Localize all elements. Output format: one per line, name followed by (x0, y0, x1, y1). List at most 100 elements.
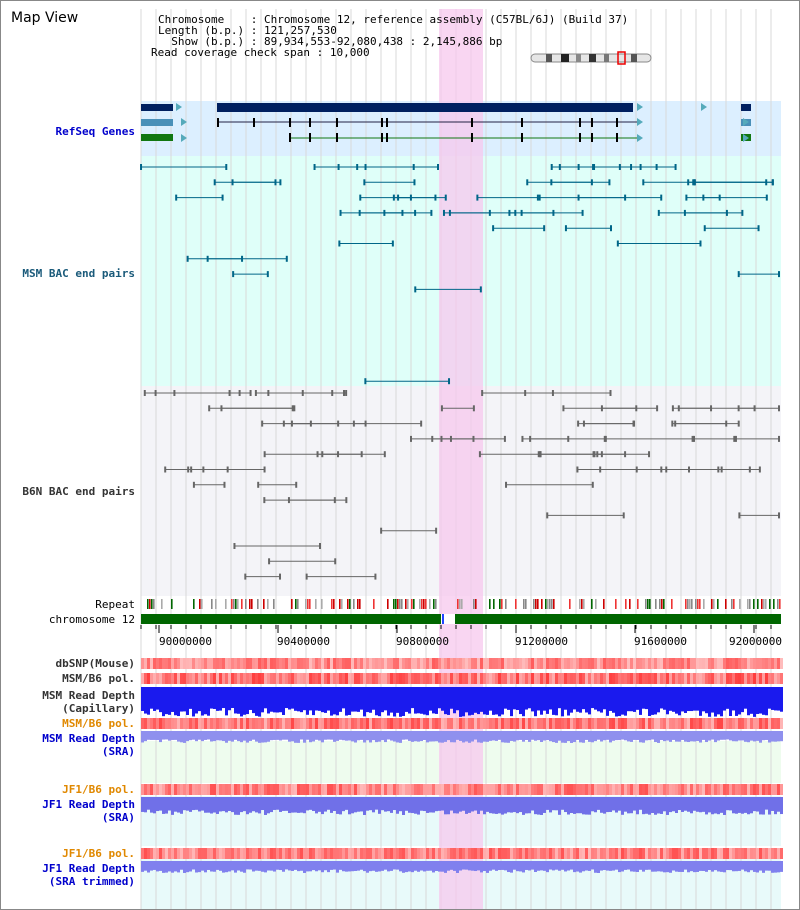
repeat-mark (703, 599, 705, 609)
msm-depth-capillary-label[interactable]: MSM Read Depth (42, 689, 135, 702)
msm-pol-sra-heat-cell (252, 718, 255, 729)
jf1-depth-trim-bar (333, 861, 336, 870)
jf1-depth-sra-bar (501, 797, 504, 815)
msm-depth-sra-bar (369, 731, 372, 743)
jf1-pol-trim-heat-cell (591, 848, 594, 859)
msm-pol-heat-cell (534, 673, 537, 684)
jf1-depth-sra-bar (756, 797, 759, 812)
jf1-depth-sra-label[interactable]: JF1 Read Depth (42, 798, 135, 811)
jf1-pol-trim-heat-cell (546, 848, 549, 859)
msm-pol-heat-cell (330, 673, 333, 684)
jf1-pol-heat-cell (396, 784, 399, 795)
jf1-pol-heat-cell (228, 784, 231, 795)
msm-pol-heat-cell (195, 673, 198, 684)
repeat-mark (699, 599, 701, 609)
chromosome-gap-marker (442, 614, 444, 624)
jf1-pol-heat-cell (408, 784, 411, 795)
jf1-depth-trim-bar (249, 861, 252, 870)
msm-depth-sra-bar (762, 731, 765, 741)
msm-pol-sra-heat-cell (564, 718, 567, 729)
jf1-depth-trim-bar (357, 861, 360, 871)
msm-pol-sra-heat-cell (726, 718, 729, 729)
dbsnp-heat-cell (345, 658, 348, 669)
msm-pol-heat-cell (363, 673, 366, 684)
msm-depth-sra-bar (489, 731, 492, 741)
jf1-pol-heat-cell (282, 784, 285, 795)
jf1-depth-trim-bar (159, 861, 162, 871)
jf1-depth-sra-bar (519, 797, 522, 813)
msm-pol-sra-heat-cell (696, 718, 699, 729)
repeat-mark (457, 599, 459, 609)
msm-depth-cap-bar (531, 687, 534, 712)
msm-pol-heat-cell (183, 673, 186, 684)
msm-bac-label[interactable]: MSM BAC end pairs (22, 267, 135, 280)
jf1-depth-trim-bar (720, 861, 723, 872)
refseq-exon (521, 133, 523, 142)
jf1-b6-pol-label[interactable]: JF1/B6 pol. (62, 783, 135, 796)
msm-depth-cap-bar (681, 687, 684, 712)
dbsnp-heat-cell (699, 658, 702, 669)
msm-pol-sra-heat-cell (468, 718, 471, 729)
jf1-pol-heat-cell (669, 784, 672, 795)
dbsnp-heat-cell (435, 658, 438, 669)
repeat-mark (713, 599, 715, 609)
msm-pol-sra-heat-cell (450, 718, 453, 729)
jf1-depth-trim-bar (501, 861, 504, 870)
dbsnp-heat-cell (213, 658, 216, 669)
msm-pol-sra-heat-cell (642, 718, 645, 729)
msm-pol-heat-cell (735, 673, 738, 684)
refseq-genes-label[interactable]: RefSeq Genes (55, 125, 135, 138)
refseq-exon (381, 133, 383, 142)
msm-pol-sra-heat-cell (762, 718, 765, 729)
msm-depth-sra-bar (648, 731, 651, 741)
jf1-pol-trim-heat-cell (711, 848, 714, 859)
msm-pol-sra-heat-cell (504, 718, 507, 729)
msm-pol-sra-heat-cell (381, 718, 384, 729)
msm-depth-capillary-sublabel: (Capillary) (62, 702, 135, 715)
dbsnp-heat-cell (429, 658, 432, 669)
jf1-depth-sra-bar (576, 797, 579, 814)
dbsnp-heat-cell (573, 658, 576, 669)
msm-pol-heat-cell (756, 673, 759, 684)
msm-depth-cap-bar (201, 687, 204, 716)
jf1-depth-trim-bar (756, 861, 759, 873)
dbsnp-heat-cell (369, 658, 372, 669)
jf1-pol-trim-heat-cell (492, 848, 495, 859)
msm-pol-heat-cell (345, 673, 348, 684)
msm-b6-pol-label[interactable]: MSM/B6 pol. (62, 672, 135, 685)
msm-pol-sra-heat-cell (684, 718, 687, 729)
repeat-mark (215, 599, 217, 609)
msm-pol-heat-cell (528, 673, 531, 684)
jf1-depth-trimmed-label[interactable]: JF1 Read Depth (42, 862, 135, 875)
b6n-bac-label[interactable]: B6N BAC end pairs (22, 485, 135, 498)
msm-pol-sra-heat-cell (654, 718, 657, 729)
msm-depth-sra-bar (672, 731, 675, 740)
msm-depth-sra-label[interactable]: MSM Read Depth (42, 732, 135, 745)
dbsnp-heat-cell (507, 658, 510, 669)
msm-depth-sra-bar (609, 731, 612, 743)
msm-pol-sra-heat-cell (282, 718, 285, 729)
coverage-info: Read coverage check span : 10,000 (151, 46, 370, 59)
msm-depth-cap-bar (561, 687, 564, 717)
jf1-pol-heat-cell (324, 784, 327, 795)
refseq-exon (386, 133, 388, 142)
dbsnp-label[interactable]: dbSNP(Mouse) (55, 657, 135, 670)
jf1-depth-sra-bar (777, 797, 780, 812)
jf1-pol-trim-heat-cell (564, 848, 567, 859)
jf1-pol-heat-cell (159, 784, 162, 795)
msm-depth-sra-bar (414, 731, 417, 742)
dbsnp-heat-cell (180, 658, 183, 669)
dbsnp-heat-cell (723, 658, 726, 669)
jf1-pol-heat-cell (213, 784, 216, 795)
jf1-pol-trim-heat-cell (498, 848, 501, 859)
msm-b6-pol-sra-label[interactable]: MSM/B6 pol. (62, 717, 135, 730)
jf1-b6-pol-trimmed-label[interactable]: JF1/B6 pol. (62, 847, 135, 860)
msm-depth-sra-bar (192, 731, 195, 740)
axis-tick-label: 90400000 (277, 635, 330, 648)
msm-depth-sra-bar (663, 731, 666, 742)
jf1-pol-heat-cell (219, 784, 222, 795)
msm-depth-sra-bar (312, 731, 315, 742)
jf1-pol-trim-heat-cell (333, 848, 336, 859)
msm-pol-heat-cell (471, 673, 474, 684)
